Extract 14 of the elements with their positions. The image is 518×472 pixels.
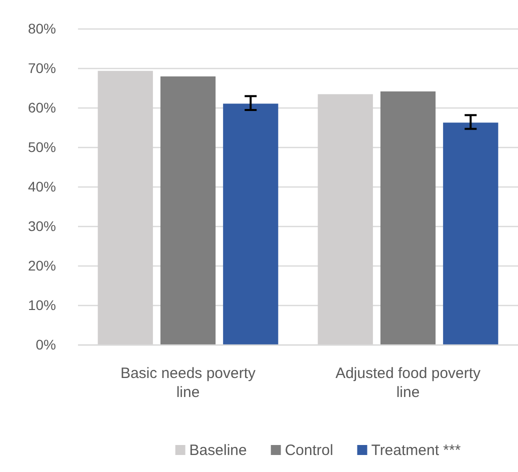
- legend-label: Baseline: [189, 442, 247, 459]
- legend-label: Treatment ***: [371, 442, 461, 459]
- x-tick-label: Adjusted food poverty line: [335, 365, 482, 401]
- y-tick-label: 0%: [36, 336, 56, 352]
- y-tick-label: 40%: [28, 178, 56, 194]
- legend-label: Control: [284, 442, 334, 459]
- y-tick-label: 30%: [28, 218, 56, 234]
- y-tick-label: 70%: [28, 60, 56, 76]
- y-tick-label: 20%: [28, 257, 56, 274]
- y-tick-label: 50%: [28, 138, 56, 155]
- y-tick-label: 80%: [28, 20, 56, 36]
- y-tick-label: 10%: [28, 296, 56, 313]
- x-tick-label: Basic needs poverty line: [120, 365, 256, 401]
- y-tick-label: 60%: [28, 99, 56, 116]
